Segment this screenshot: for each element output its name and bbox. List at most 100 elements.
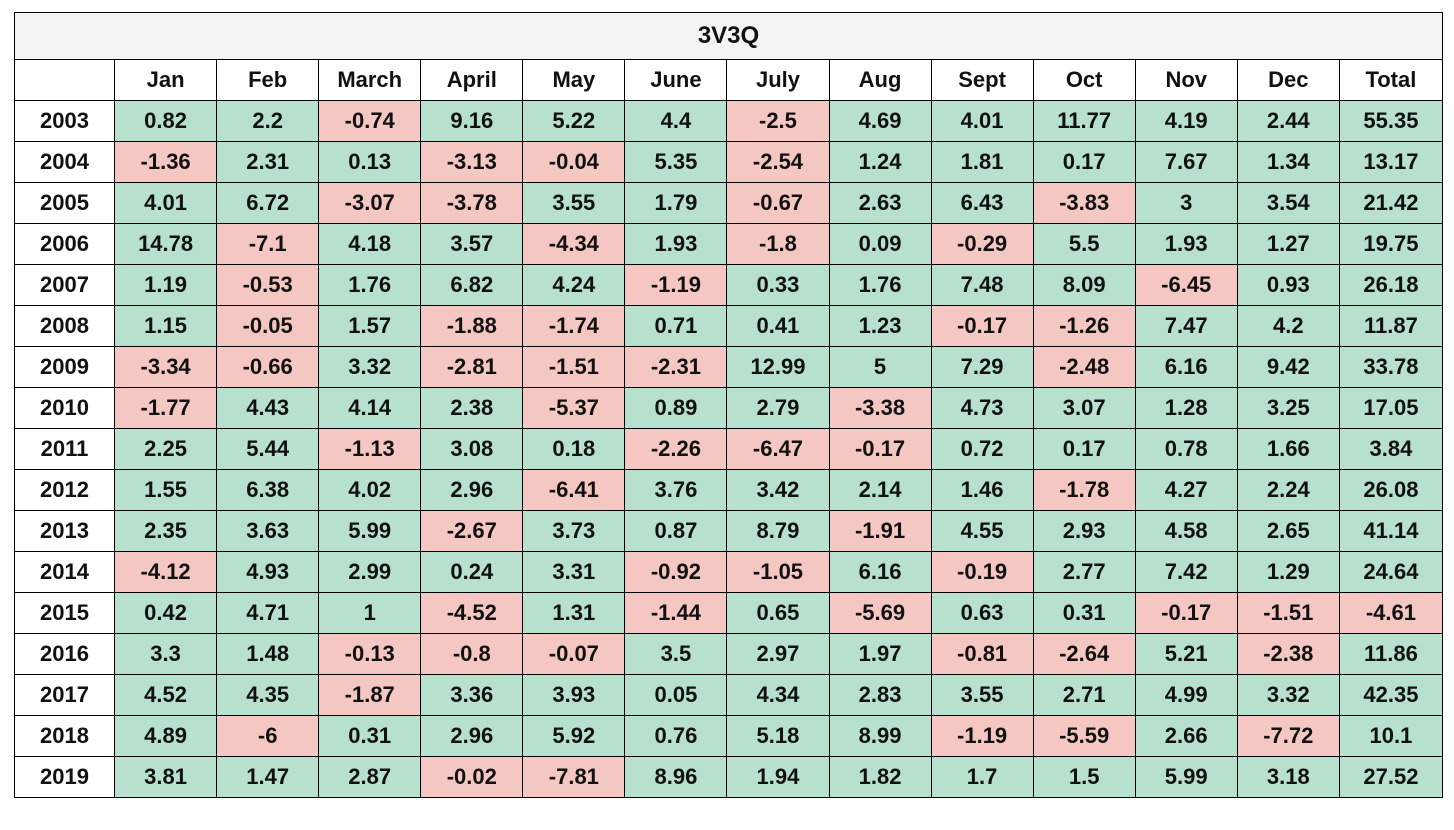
value-cell: 1.93 xyxy=(624,223,728,265)
value-cell: -0.29 xyxy=(930,223,1034,265)
value-cell: 4.69 xyxy=(828,100,932,142)
value-cell: 0.76 xyxy=(624,715,728,757)
value-cell: 1.97 xyxy=(828,633,932,675)
total-cell: 33.78 xyxy=(1338,346,1444,388)
value-cell: -7.81 xyxy=(522,756,626,798)
total-cell: 17.05 xyxy=(1338,387,1444,429)
value-cell: 1.93 xyxy=(1134,223,1238,265)
value-cell: -0.04 xyxy=(522,141,626,183)
total-cell: 3.84 xyxy=(1338,428,1444,470)
value-cell: -0.92 xyxy=(624,551,728,593)
header-cell-year xyxy=(13,59,116,101)
year-cell: 2004 xyxy=(13,141,116,183)
value-cell: 3.42 xyxy=(726,469,830,511)
value-cell: -1.77 xyxy=(114,387,218,429)
value-cell: 0.17 xyxy=(1032,141,1136,183)
table-row: 2017 4.52 4.35 -1.87 3.36 3.93 0.05 4.34 2.83 3.5… xyxy=(13,674,1444,716)
value-cell: 14.78 xyxy=(114,223,218,265)
header-cell-total: Total xyxy=(1338,59,1444,101)
header-cell-july: July xyxy=(726,59,830,101)
value-cell: 0.13 xyxy=(318,141,422,183)
year-cell: 2006 xyxy=(13,223,116,265)
value-cell: 3.3 xyxy=(114,633,218,675)
value-cell: 2.38 xyxy=(420,387,524,429)
value-cell: 3.5 xyxy=(624,633,728,675)
value-cell: -0.05 xyxy=(216,305,320,347)
value-cell: 2.65 xyxy=(1236,510,1340,552)
value-cell: 3.81 xyxy=(114,756,218,798)
value-cell: 4.24 xyxy=(522,264,626,306)
year-cell: 2013 xyxy=(13,510,116,552)
value-cell: 1.23 xyxy=(828,305,932,347)
value-cell: 4.35 xyxy=(216,674,320,716)
value-cell: 1.81 xyxy=(930,141,1034,183)
header-cell-may: May xyxy=(522,59,626,101)
value-cell: 1.28 xyxy=(1134,387,1238,429)
table-row: 2019 3.81 1.47 2.87 -0.02 -7.81 8.96 1.94 1.82 1.… xyxy=(13,756,1444,798)
year-cell: 2008 xyxy=(13,305,116,347)
value-cell: 0.65 xyxy=(726,592,830,634)
value-cell: -5.69 xyxy=(828,592,932,634)
value-cell: 3 xyxy=(1134,182,1238,224)
value-cell: -1.91 xyxy=(828,510,932,552)
value-cell: 6.43 xyxy=(930,182,1034,224)
value-cell: 2.83 xyxy=(828,674,932,716)
value-cell: 4.01 xyxy=(114,182,218,224)
value-cell: -3.34 xyxy=(114,346,218,388)
value-cell: 1.55 xyxy=(114,469,218,511)
value-cell: 1.46 xyxy=(930,469,1034,511)
value-cell: 1.76 xyxy=(828,264,932,306)
value-cell: 8.09 xyxy=(1032,264,1136,306)
value-cell: 0.24 xyxy=(420,551,524,593)
value-cell: 2.35 xyxy=(114,510,218,552)
value-cell: 1.57 xyxy=(318,305,422,347)
value-cell: 0.33 xyxy=(726,264,830,306)
header-cell-sept: Sept xyxy=(930,59,1034,101)
value-cell: -3.07 xyxy=(318,182,422,224)
value-cell: 1.31 xyxy=(522,592,626,634)
value-cell: -5.59 xyxy=(1032,715,1136,757)
value-cell: 9.42 xyxy=(1236,346,1340,388)
value-cell: 12.99 xyxy=(726,346,830,388)
value-cell: 5.92 xyxy=(522,715,626,757)
value-cell: 0.18 xyxy=(522,428,626,470)
value-cell: -1.78 xyxy=(1032,469,1136,511)
table-row: 2014 -4.12 4.93 2.99 0.24 3.31 -0.92 -1.05 6.16-… xyxy=(13,551,1444,593)
value-cell: -1.51 xyxy=(1236,592,1340,634)
value-cell: 3.63 xyxy=(216,510,320,552)
header-cell-feb: Feb xyxy=(216,59,320,101)
value-cell: 3.08 xyxy=(420,428,524,470)
value-cell: 3.18 xyxy=(1236,756,1340,798)
header-cell-june: June xyxy=(624,59,728,101)
value-cell: -1.26 xyxy=(1032,305,1136,347)
value-cell: 3.32 xyxy=(1236,674,1340,716)
value-cell: 4.19 xyxy=(1134,100,1238,142)
value-cell: 5.44 xyxy=(216,428,320,470)
value-cell: -4.34 xyxy=(522,223,626,265)
value-cell: 1.7 xyxy=(930,756,1034,798)
value-cell: 3.36 xyxy=(420,674,524,716)
value-cell: 2.24 xyxy=(1236,469,1340,511)
value-cell: 2.96 xyxy=(420,469,524,511)
value-cell: 3.54 xyxy=(1236,182,1340,224)
table-row: 2018 4.89 -6 0.31 2.96 5.92 0.76 5.18 8.99 -1.19-… xyxy=(13,715,1444,757)
year-cell: 2003 xyxy=(13,100,116,142)
value-cell: 2.31 xyxy=(216,141,320,183)
value-cell: 4.58 xyxy=(1134,510,1238,552)
table-row: 2005 4.01 6.72 -3.07 -3.78 3.55 1.79 -0.67 2.63 6… xyxy=(13,182,1444,224)
value-cell: 7.42 xyxy=(1134,551,1238,593)
year-cell: 2010 xyxy=(13,387,116,429)
value-cell: -0.02 xyxy=(420,756,524,798)
value-cell: -2.54 xyxy=(726,141,830,183)
value-cell: 1.5 xyxy=(1032,756,1136,798)
value-cell: 6.82 xyxy=(420,264,524,306)
table-row: 2007 1.19 -0.53 1.76 6.82 4.24 -1.19 0.33 1.76 7.… xyxy=(13,264,1444,306)
value-cell: 5.99 xyxy=(1134,756,1238,798)
value-cell: -1.19 xyxy=(930,715,1034,757)
value-cell: 7.48 xyxy=(930,264,1034,306)
value-cell: -0.17 xyxy=(828,428,932,470)
table-row: 2011 2.25 5.44 -1.13 3.08 0.18 -2.26 -6.47 -0.17… xyxy=(13,428,1444,470)
value-cell: 2.14 xyxy=(828,469,932,511)
value-cell: 5.22 xyxy=(522,100,626,142)
value-cell: -1.88 xyxy=(420,305,524,347)
